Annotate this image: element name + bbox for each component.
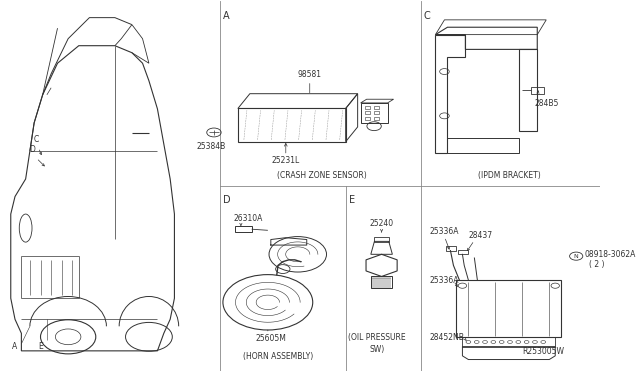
Text: ( 2 ): ( 2 ) <box>589 260 605 269</box>
Text: (OIL PRESSURE: (OIL PRESSURE <box>348 333 406 342</box>
Bar <box>360 103 388 123</box>
Text: 28437: 28437 <box>468 231 493 240</box>
Text: A: A <box>223 11 230 20</box>
Bar <box>458 250 468 254</box>
Text: N: N <box>574 254 579 259</box>
Bar <box>371 276 392 288</box>
Text: 08918-3062A: 08918-3062A <box>584 250 636 259</box>
Text: 25231L: 25231L <box>271 157 300 166</box>
Text: D: D <box>29 145 35 154</box>
Text: C: C <box>424 11 430 20</box>
Bar <box>235 226 252 232</box>
Bar <box>374 237 388 243</box>
Bar <box>374 116 379 119</box>
Bar <box>463 337 556 347</box>
Text: C: C <box>34 135 39 144</box>
Text: A: A <box>12 342 18 351</box>
Bar <box>374 106 379 109</box>
Text: SW): SW) <box>369 345 385 354</box>
Text: 25336A: 25336A <box>429 276 459 285</box>
Text: E: E <box>38 342 43 351</box>
Text: 284B5: 284B5 <box>534 99 559 108</box>
Text: R253005W: R253005W <box>522 347 564 356</box>
Text: 25384B: 25384B <box>196 142 225 151</box>
Text: (HORN ASSEMBLY): (HORN ASSEMBLY) <box>243 352 313 361</box>
Bar <box>374 112 379 114</box>
Text: (IPDM BRACKET): (IPDM BRACKET) <box>477 171 541 180</box>
Bar <box>531 87 545 94</box>
Text: 98581: 98581 <box>298 70 322 79</box>
Bar <box>446 246 456 251</box>
Bar <box>365 106 370 109</box>
Text: 28452NB: 28452NB <box>429 333 465 342</box>
Text: 26310A: 26310A <box>234 214 263 223</box>
Text: 25240: 25240 <box>369 219 394 228</box>
Text: D: D <box>223 195 230 205</box>
Text: 25605M: 25605M <box>255 334 286 343</box>
Text: 25336A: 25336A <box>429 227 459 236</box>
Bar <box>238 109 346 142</box>
Text: (CRASH ZONE SENSOR): (CRASH ZONE SENSOR) <box>277 171 367 180</box>
Bar <box>456 280 561 337</box>
Text: E: E <box>349 195 355 205</box>
Bar <box>365 112 370 114</box>
Bar <box>365 116 370 119</box>
